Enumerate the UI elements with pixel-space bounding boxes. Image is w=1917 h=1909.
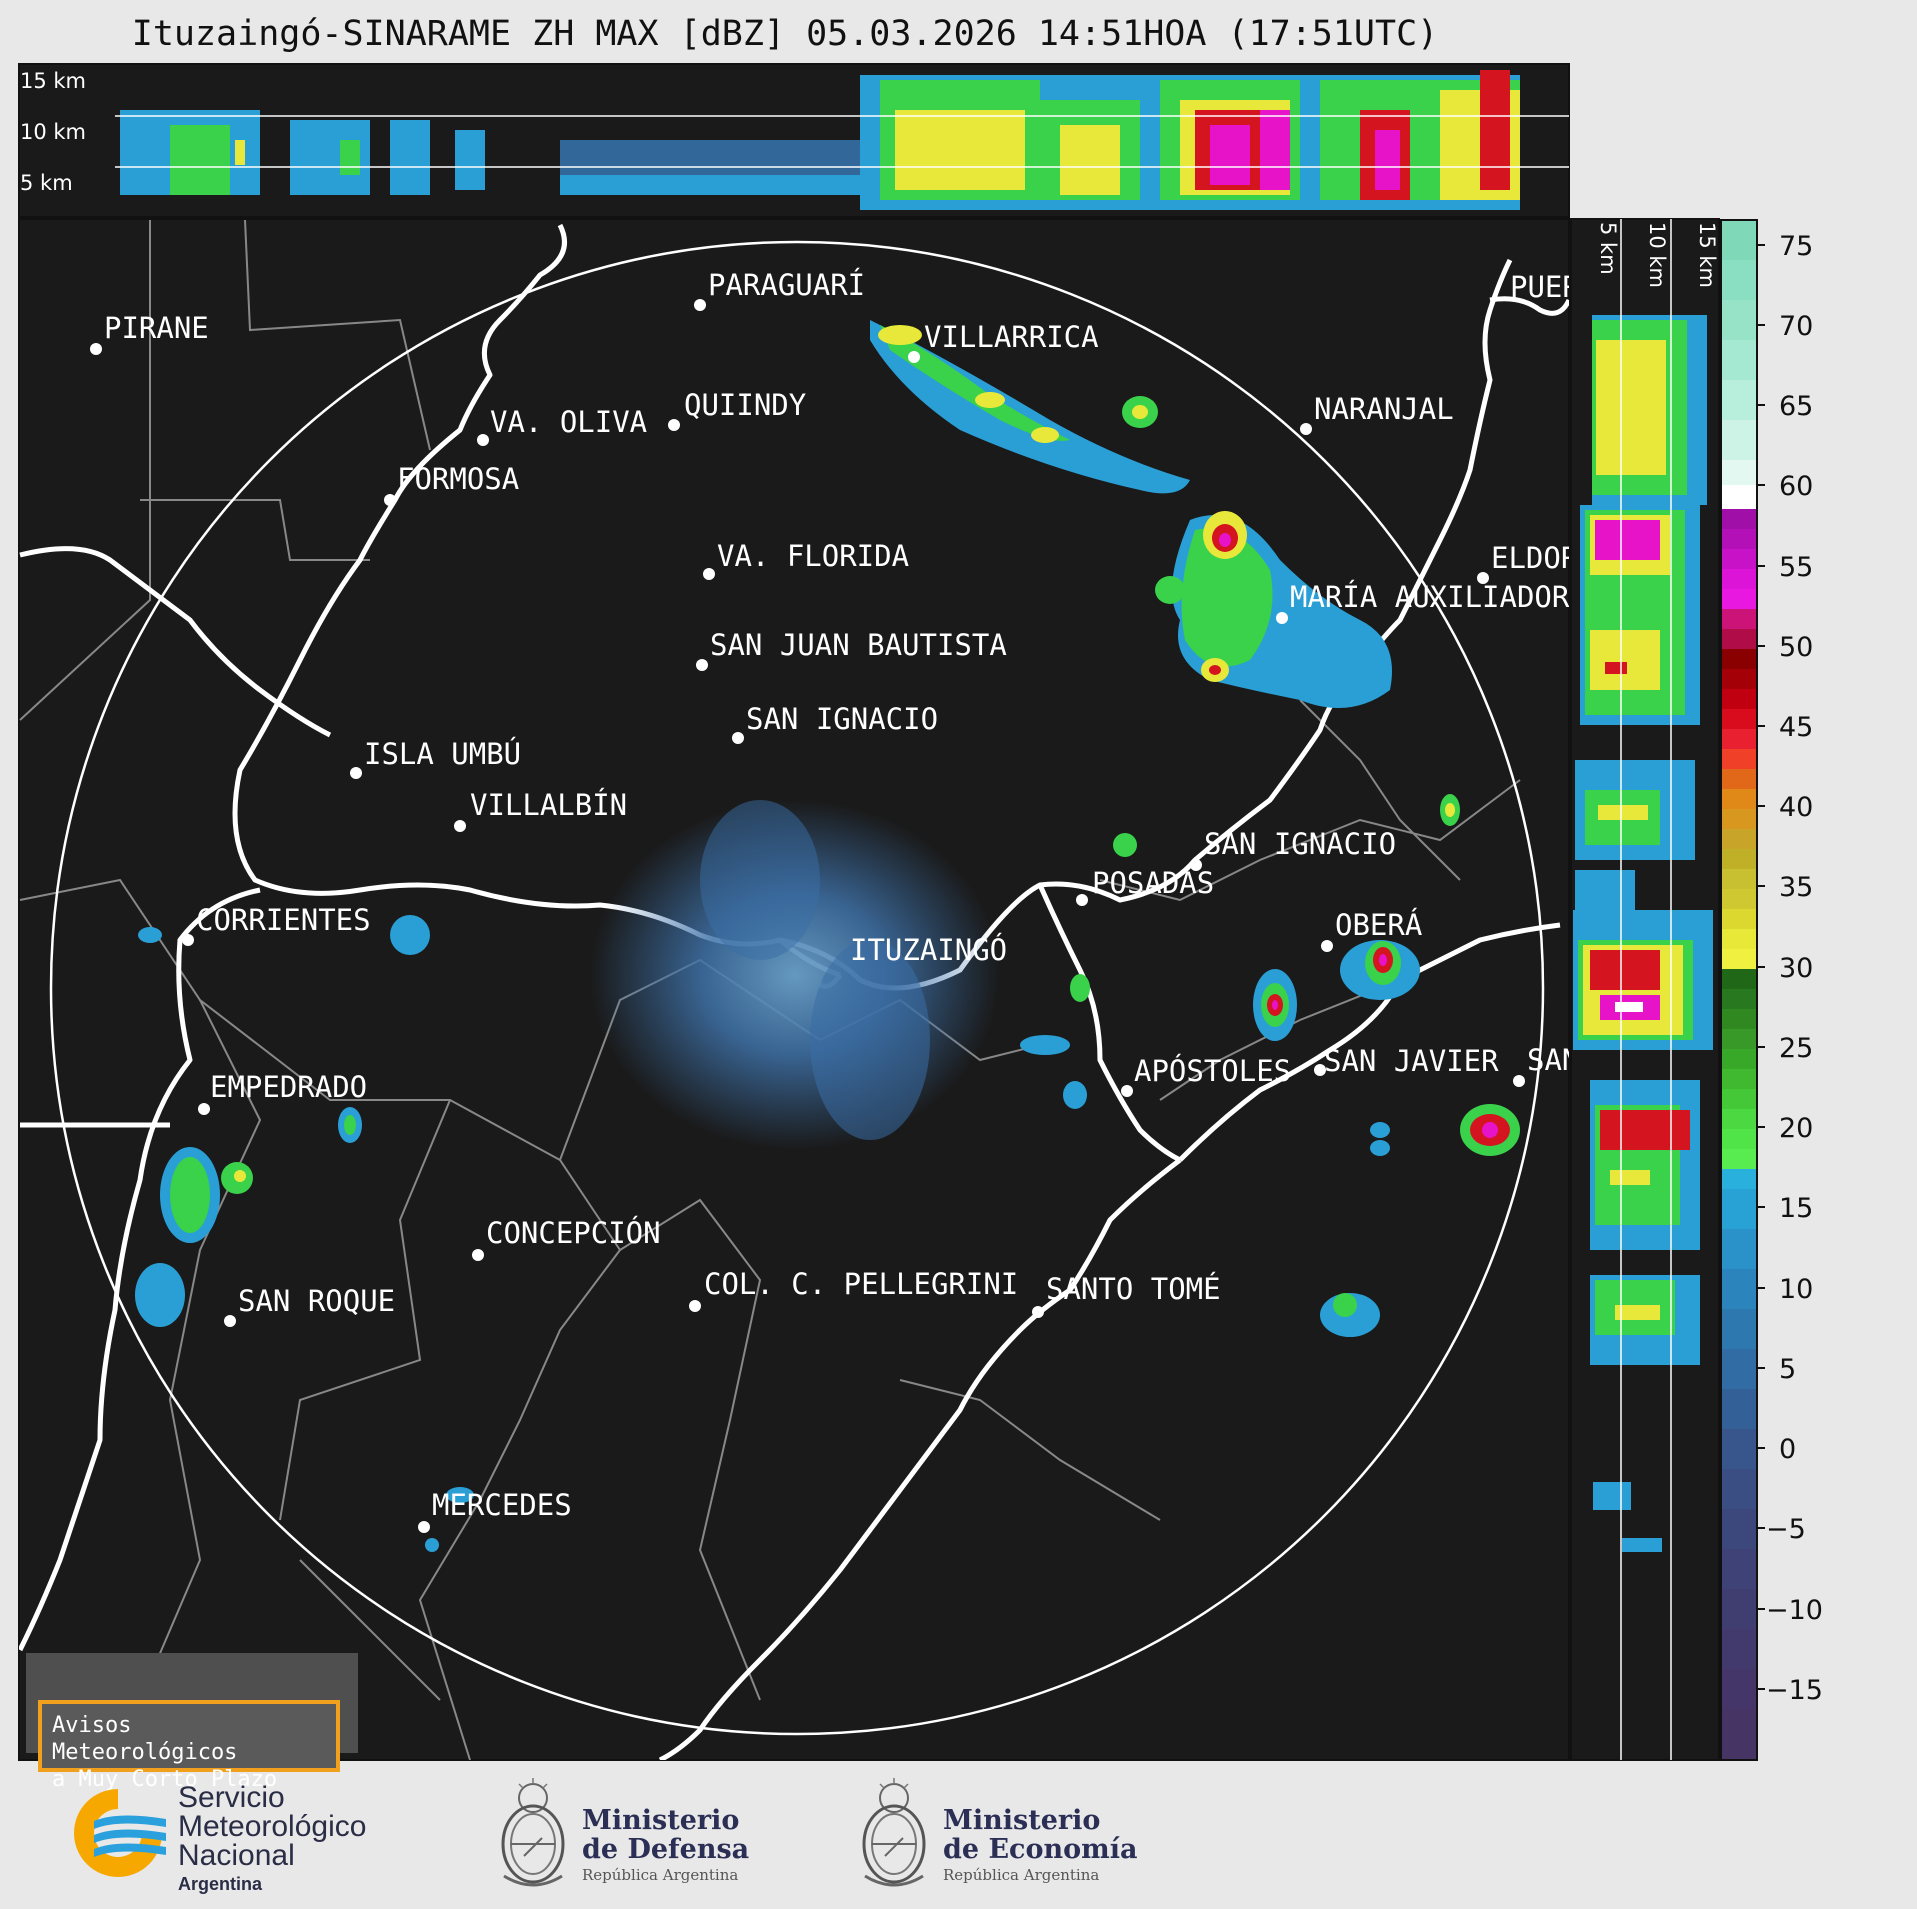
city-label: SAN ROQUE	[238, 1284, 395, 1318]
city-label: SAN JUAN BAUTISTA	[710, 628, 1007, 662]
city-label: VILLALBÍN	[470, 788, 627, 822]
colorbar-tick-label: 60	[1779, 471, 1813, 502]
city-label: MARÍA AUXILIADOR	[1290, 580, 1570, 614]
city-label: POSADAS	[1092, 866, 1214, 900]
radar-echoes	[135, 320, 1520, 1552]
top-profile-echoes	[120, 70, 1520, 210]
city-label: VILLARRICA	[924, 320, 1099, 354]
warning-line: a Muy Corto Plazo	[52, 1767, 278, 1792]
city-label: SAN IGNACIO	[1204, 827, 1396, 861]
smn-logo-text: Servicio Meteorológico Nacional Argentin…	[178, 1783, 366, 1899]
colorbar-tick-label: 0	[1779, 1434, 1796, 1465]
smn-line: Servicio	[178, 1781, 285, 1814]
city-label: SAN IGNACIO	[746, 702, 938, 736]
colorbar-tick-label: 15	[1779, 1193, 1813, 1224]
top-altitude-label: 15 km	[20, 69, 86, 93]
city-markers	[90, 299, 1525, 1533]
colorbar-tick-label: 5	[1779, 1354, 1796, 1385]
city-label: SAN	[1527, 1043, 1579, 1077]
coat-of-arms-icon	[862, 1778, 926, 1887]
colorbar-tick-label: −15	[1766, 1675, 1823, 1706]
colorbar-tick-label: 30	[1779, 953, 1813, 984]
city-label: NARANJAL	[1314, 392, 1454, 426]
colorbar-tick-label: 25	[1779, 1033, 1813, 1064]
colorbar-tick-label: −10	[1766, 1595, 1823, 1626]
colorbar-tick-label: 45	[1779, 712, 1813, 743]
city-label: SAN JAVIER	[1324, 1044, 1499, 1078]
city-label: ELDOR	[1491, 541, 1579, 575]
smn-logo-icon	[74, 1789, 166, 1877]
colorbar-tick-label: 10	[1779, 1274, 1813, 1305]
city-label: QUIINDY	[684, 388, 806, 422]
city-label: PARAGUARÍ	[708, 268, 865, 302]
colorbar-tick-label: 75	[1779, 231, 1813, 262]
economia-line: Ministerio	[943, 1805, 1101, 1836]
colorbar-tick-label: 70	[1779, 311, 1813, 342]
colorbar-tick-label: 50	[1779, 632, 1813, 663]
map-title: Ituzaingó-SINARAME ZH MAX [dBZ] 05.03.20…	[131, 14, 1439, 54]
coat-of-arms-icon	[501, 1778, 565, 1887]
colorbar-tick-label: −5	[1766, 1514, 1806, 1545]
city-label: ITUZAINGÓ	[850, 933, 1007, 967]
colorbar-tick-label: 40	[1779, 792, 1813, 823]
city-label: SANTO TOMÉ	[1046, 1272, 1221, 1306]
defensa-logo-text: Ministerio de Defensa República Argentin…	[582, 1806, 749, 1884]
city-label: VA. FLORIDA	[717, 539, 909, 573]
city-label: FORMOSA	[397, 462, 519, 496]
warning-box: Avisos Meteorológicos a Muy Corto Plazo	[38, 1700, 340, 1792]
economia-line: de Economía	[943, 1834, 1138, 1865]
city-label: PUER	[1510, 270, 1580, 304]
side-altitude-label: 15 km	[1695, 222, 1719, 288]
city-label: OBERÁ	[1335, 908, 1422, 942]
economia-logo-text: Ministerio de Economía República Argenti…	[943, 1806, 1137, 1884]
range-ring	[49, 240, 1545, 1736]
city-label: EMPEDRADO	[210, 1070, 367, 1104]
colorbar-tick-label: 65	[1779, 391, 1813, 422]
side-altitude-label: 10 km	[1645, 222, 1669, 288]
city-labels: PIRANE PARAGUARÍ VILLARRICA QUIINDY VA. …	[104, 268, 1580, 1522]
city-label: PIRANE	[104, 311, 209, 345]
side-profile-echoes	[1573, 315, 1713, 1552]
city-label: COL. C. PELLEGRINI	[704, 1267, 1018, 1301]
colorbar-tick-label: 35	[1779, 872, 1813, 903]
city-label: CORRIENTES	[196, 903, 371, 937]
warning-line: Avisos Meteorológicos	[52, 1713, 238, 1765]
colorbar-ticks	[1757, 244, 1765, 1690]
smn-line: Argentina	[178, 1874, 263, 1894]
top-altitude-label: 5 km	[20, 171, 73, 195]
city-label: ISLA UMBÚ	[364, 737, 521, 771]
top-altitude-label: 10 km	[20, 120, 86, 144]
colorbar-tick-label: 55	[1779, 552, 1813, 583]
defensa-line: Ministerio	[582, 1805, 740, 1836]
city-label: APÓSTOLES	[1134, 1054, 1291, 1088]
smn-line: Meteorológico	[178, 1810, 367, 1843]
city-label: MERCEDES	[432, 1488, 572, 1522]
city-label: CONCEPCIÓN	[486, 1216, 661, 1250]
colorbar-tick-labels: 75 70 65 60 55 50 45 40 35 30 25 20 15 1…	[1766, 231, 1823, 1706]
colorbar	[1720, 219, 1758, 1761]
city-label: VA. OLIVA	[490, 405, 647, 439]
defensa-line: de Defensa	[582, 1834, 750, 1865]
defensa-line: República Argentina	[582, 1866, 739, 1884]
economia-line: República Argentina	[943, 1866, 1100, 1884]
side-altitude-label: 5 km	[1596, 222, 1620, 275]
colorbar-tick-label: 20	[1779, 1113, 1813, 1144]
smn-line: Nacional	[178, 1839, 295, 1872]
